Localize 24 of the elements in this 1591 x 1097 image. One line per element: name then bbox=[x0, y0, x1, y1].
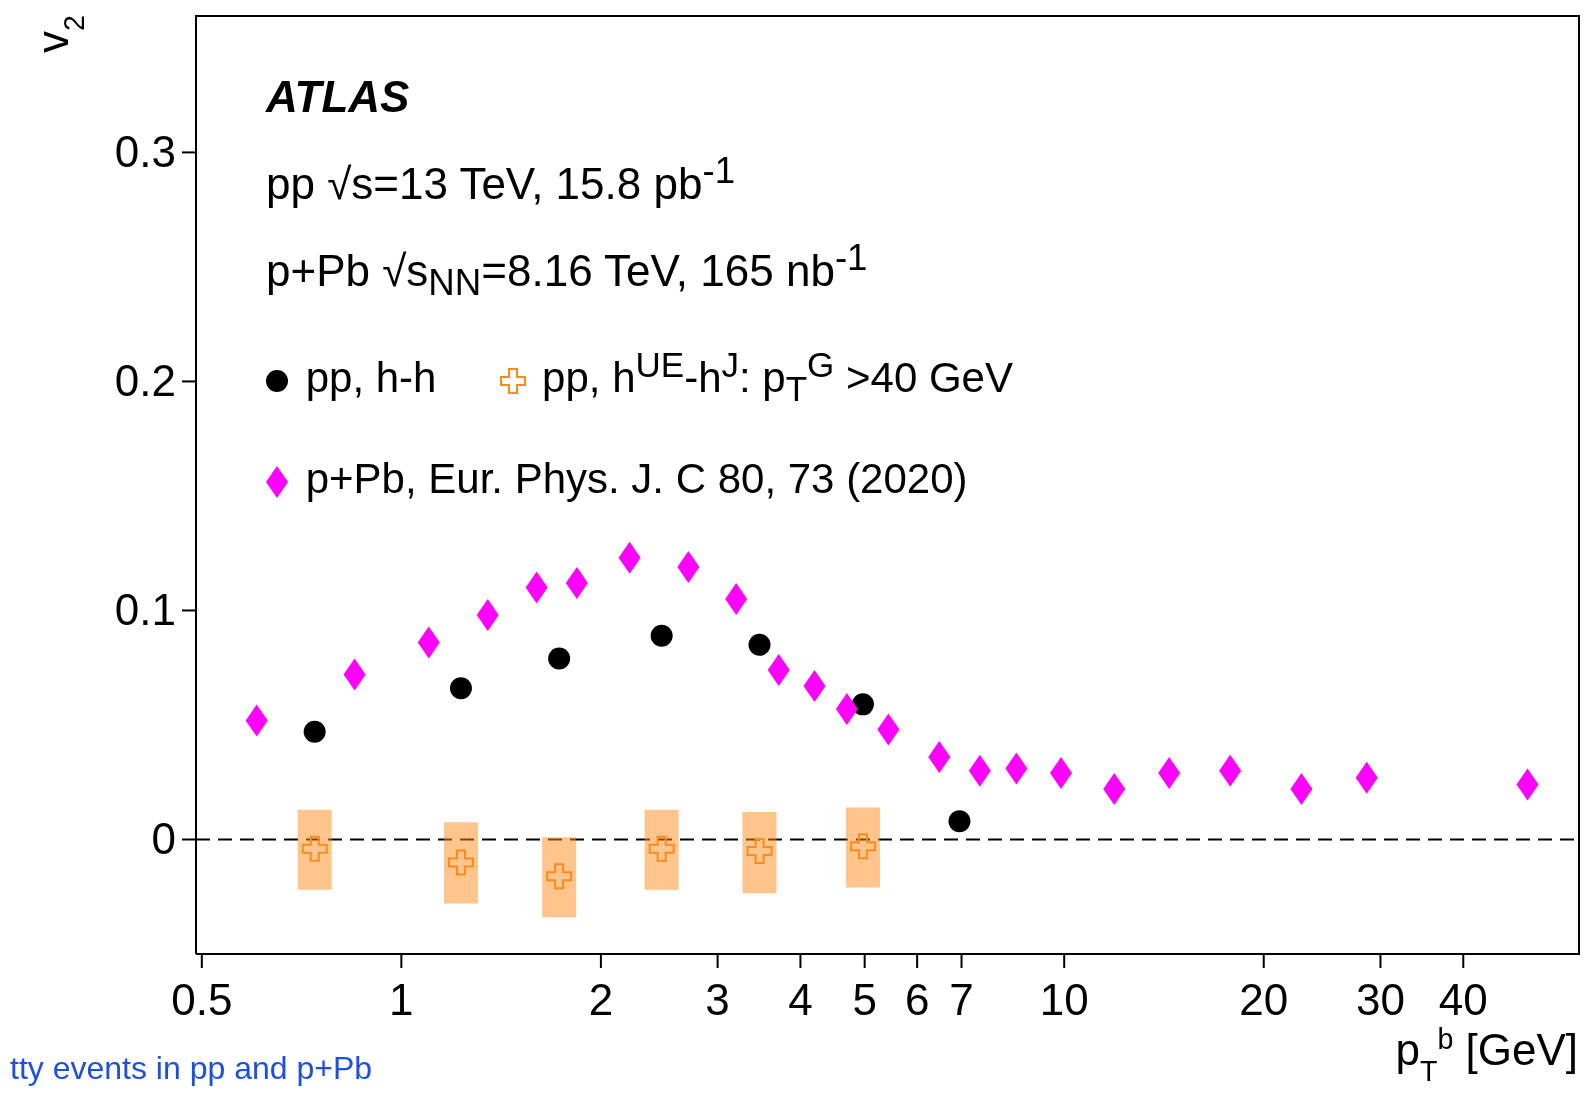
x-tick-label: 2 bbox=[588, 975, 614, 1025]
x-tick-label: 0.5 bbox=[171, 975, 233, 1025]
text: tty events in pp and p+Pb bbox=[10, 1050, 373, 1087]
x-tick-label: 40 bbox=[1438, 975, 1488, 1025]
x-tick-label: 3 bbox=[705, 975, 730, 1025]
y-tick-label: 0.3 bbox=[114, 127, 176, 177]
legend-label: pp, h$^{UE}$-h$^{J}$: p$_{T}$$^{G}$ >40 GeV bbox=[542, 345, 1013, 409]
legend-label: pp, h-h bbox=[305, 354, 437, 401]
x-tick-label: 30 bbox=[1355, 975, 1405, 1025]
y-tick-label: 0.2 bbox=[114, 356, 176, 406]
x-axis-title: p$_{T}$$^{b}$ [GeV] bbox=[1395, 1023, 1578, 1087]
x-tick-label: 5 bbox=[852, 975, 877, 1025]
x-tick-label: 4 bbox=[788, 975, 813, 1025]
annotation: pp √s=13 TeV, 15.8 pb$^{-1}$ bbox=[266, 149, 736, 210]
x-tick-label: 6 bbox=[904, 975, 930, 1025]
annotation: ATLAS bbox=[266, 71, 411, 123]
x-tick-label: 20 bbox=[1239, 975, 1289, 1025]
annotation: p+Pb √s$_{NN}$=8.16 TeV, 165 nb$^{-1}$ bbox=[266, 235, 868, 306]
y-tick-label: 0 bbox=[151, 814, 176, 864]
x-tick-label: 10 bbox=[1039, 975, 1089, 1025]
x-tick-label: 1 bbox=[389, 975, 414, 1025]
legend-label: p+Pb, Eur. Phys. J. C 80, 73 (2020) bbox=[305, 455, 968, 503]
y-tick-label: 0.1 bbox=[114, 585, 176, 635]
x-tick-label: 7 bbox=[949, 975, 974, 1025]
